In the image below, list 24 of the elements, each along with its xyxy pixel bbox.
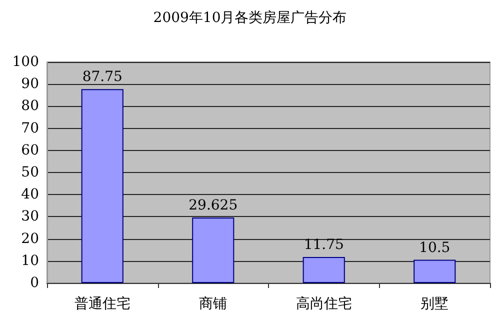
y-tick-label: 0 (30, 275, 39, 291)
chart-title: 2009年10月各类房屋广告分布 (153, 10, 347, 26)
y-tick-label: 30 (21, 208, 39, 225)
x-tick-label: 别墅 (420, 296, 449, 312)
data-label: 10.5 (419, 240, 450, 256)
y-tick-label: 90 (21, 76, 39, 92)
y-tick-label: 100 (12, 54, 39, 70)
data-label: 11.75 (304, 237, 344, 254)
bar (302, 257, 345, 283)
y-tick-label: 20 (21, 230, 39, 247)
y-tick-label: 60 (21, 142, 39, 158)
y-tick-label: 50 (21, 164, 39, 180)
y-tick-label: 10 (21, 252, 39, 269)
y-tick-label: 80 (21, 98, 39, 114)
x-tick-label: 高尚住宅 (296, 296, 352, 312)
bar (192, 218, 234, 283)
bar (414, 260, 456, 283)
data-label: 29.625 (188, 198, 238, 214)
y-tick-label: 40 (21, 186, 39, 203)
x-tick-label: 普通住宅 (74, 295, 130, 312)
y-tick-label: 70 (21, 120, 39, 136)
bar (81, 89, 124, 283)
data-label: 87.75 (82, 69, 122, 86)
x-tick-label: 商铺 (199, 296, 228, 312)
